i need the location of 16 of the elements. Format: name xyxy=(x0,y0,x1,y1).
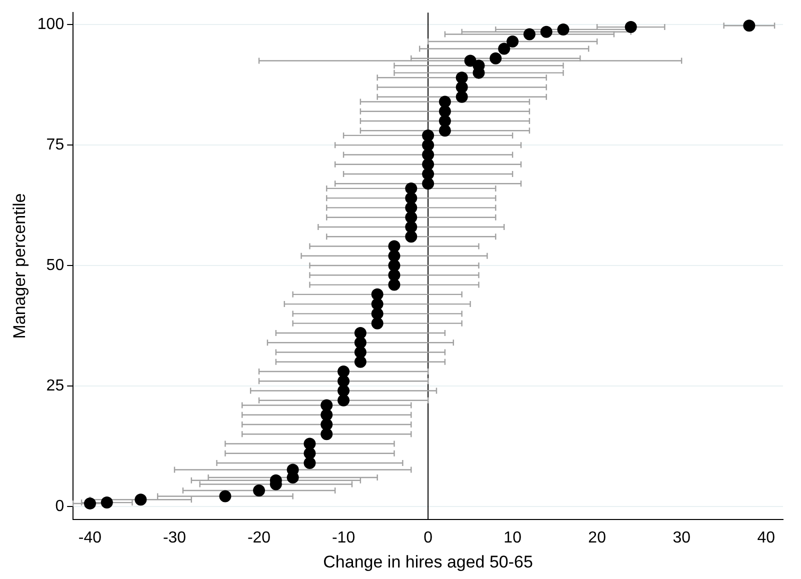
y-tick-label: 25 xyxy=(46,377,64,394)
x-tick-label: -10 xyxy=(332,529,356,546)
x-tick-label: 0 xyxy=(424,529,433,546)
x-tick-label: 20 xyxy=(588,529,606,546)
y-tick-label: 75 xyxy=(46,136,64,154)
x-tick-label: 10 xyxy=(504,529,522,546)
x-tick-label: -40 xyxy=(78,529,102,546)
x-tick-label: 40 xyxy=(757,529,776,546)
x-tick-label: -30 xyxy=(162,529,186,546)
y-axis-title: Manager percentile xyxy=(10,193,29,339)
y-tick-label: 100 xyxy=(37,16,64,34)
x-tick-label: -20 xyxy=(247,529,271,546)
y-tick-label: 50 xyxy=(46,256,64,274)
x-tick-label: 30 xyxy=(672,529,691,546)
x-axis-title: Change in hires aged 50-65 xyxy=(323,552,533,572)
y-tick-label: 0 xyxy=(55,498,64,515)
